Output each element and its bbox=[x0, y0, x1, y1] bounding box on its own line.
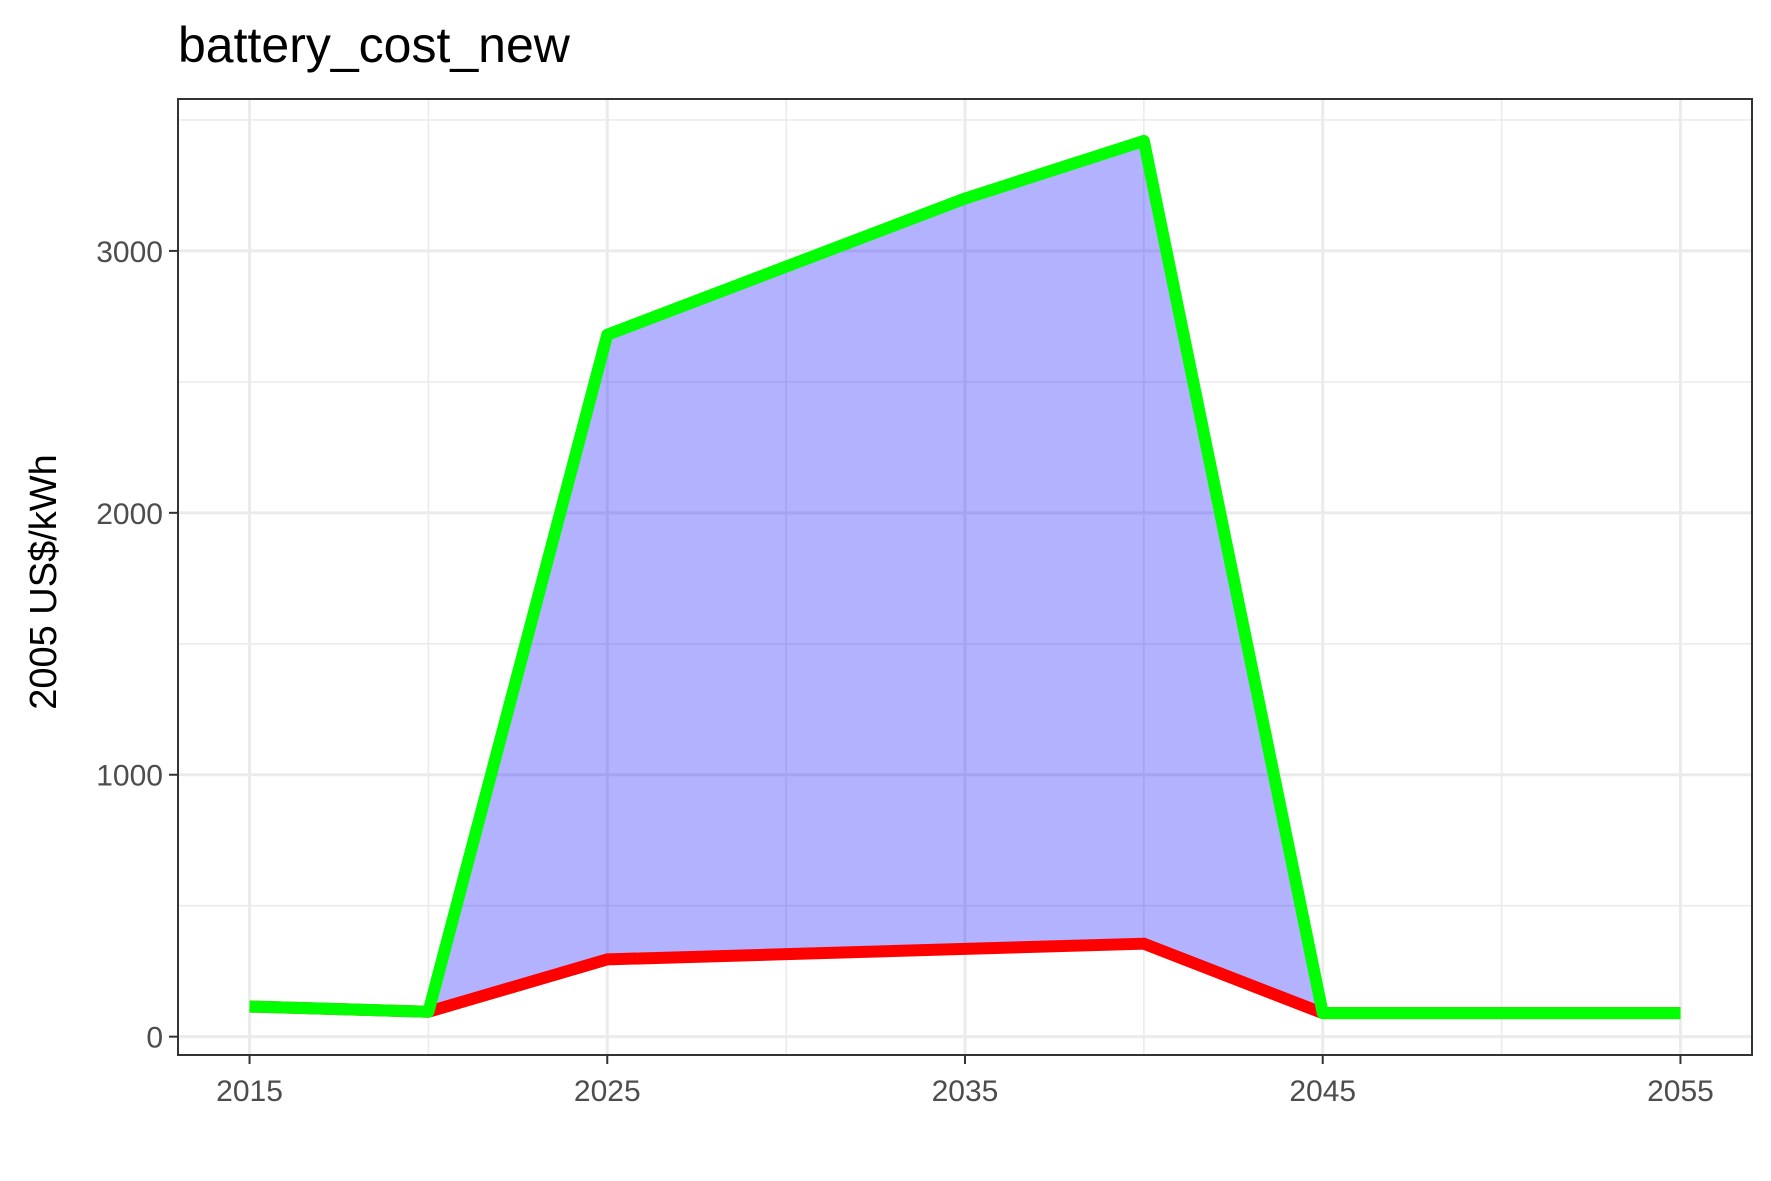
x-tick-label: 2035 bbox=[932, 1075, 999, 1108]
series-line-2 bbox=[249, 134, 1681, 1020]
y-tick-label: 2000 bbox=[96, 498, 163, 531]
x-tick-label: 2025 bbox=[574, 1075, 641, 1108]
y-tick-label: 3000 bbox=[96, 236, 163, 269]
x-tick-label: 2055 bbox=[1647, 1075, 1714, 1108]
range-ribbon bbox=[249, 140, 1681, 1014]
y-axis-label: 2005 US$/kWh bbox=[23, 454, 65, 710]
y-tick-label: 0 bbox=[146, 1022, 163, 1055]
panel-border bbox=[177, 98, 1753, 1056]
y-tick-label: 1000 bbox=[96, 760, 163, 793]
x-tick-label: 2045 bbox=[1289, 1075, 1356, 1108]
series-lines bbox=[249, 134, 1681, 1020]
grid bbox=[178, 99, 1752, 1055]
ribbon bbox=[249, 140, 1681, 1014]
x-tick-label: 2015 bbox=[216, 1075, 283, 1108]
axes: 2015 2025 2035 2045 2055 0 1000 2000 3000 bbox=[96, 236, 1714, 1108]
chart-title: battery_cost_new bbox=[178, 17, 571, 73]
